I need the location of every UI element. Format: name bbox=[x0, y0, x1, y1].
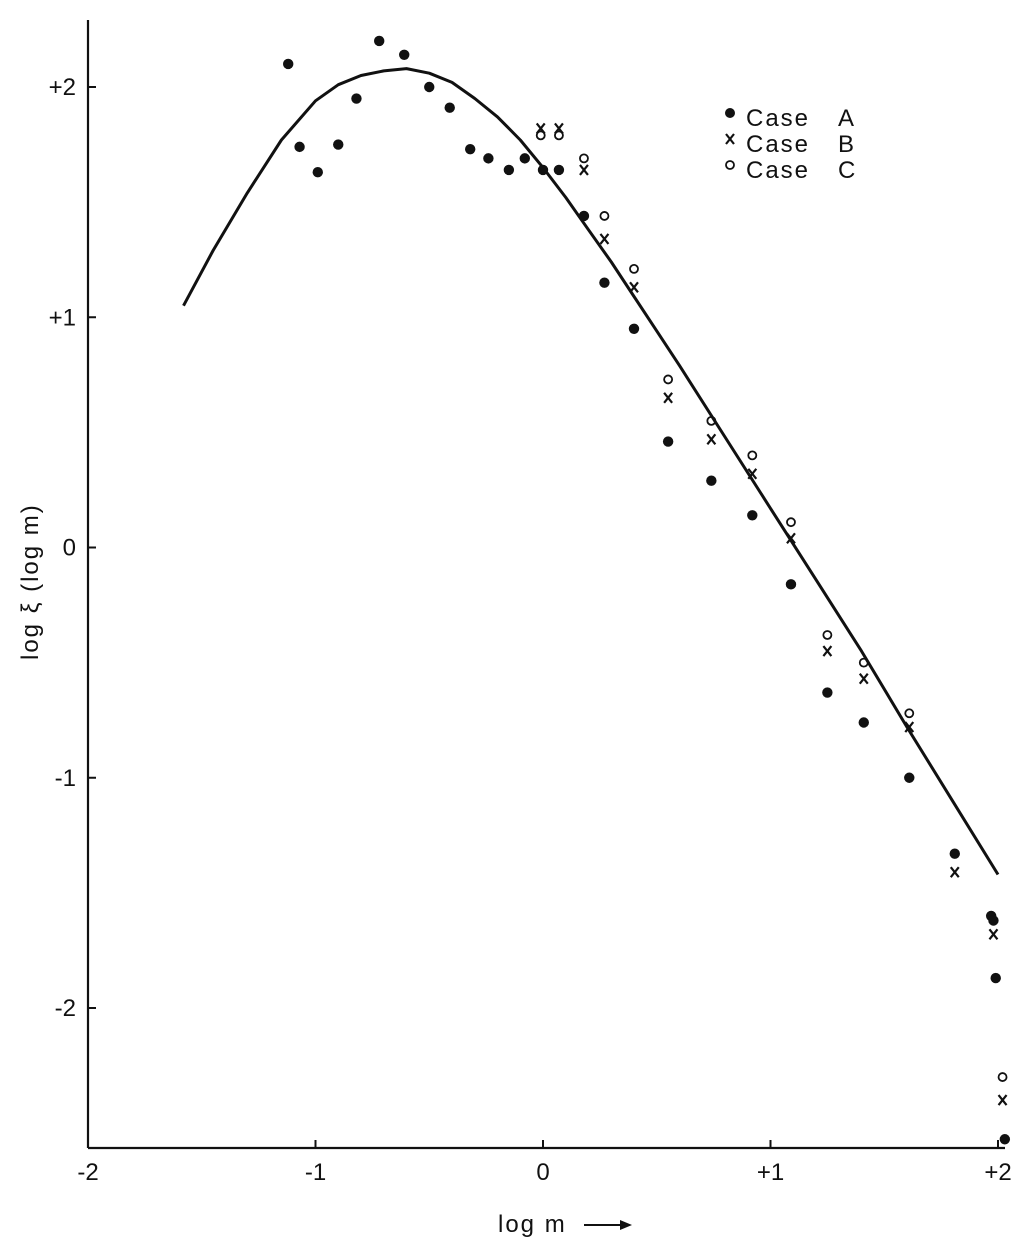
legend-letter-b: B bbox=[838, 131, 856, 158]
y-tick-label: +2 bbox=[49, 74, 76, 101]
data-point-dot bbox=[999, 1134, 1011, 1145]
data-point-circle bbox=[997, 1072, 1008, 1082]
series-case-b bbox=[535, 122, 1008, 1106]
series-case-c bbox=[535, 130, 1008, 1082]
data-point-dot bbox=[706, 475, 717, 486]
data-point-dot bbox=[578, 210, 590, 222]
data-point-dot bbox=[949, 848, 960, 859]
legend-entry-a: Case A bbox=[725, 105, 856, 132]
legend-case-c: Case bbox=[746, 157, 810, 184]
data-point-circle bbox=[858, 657, 869, 668]
legend-entry-c: Case C bbox=[725, 157, 857, 184]
data-point-dot bbox=[444, 102, 455, 113]
data-point-cross bbox=[599, 233, 610, 245]
data-point-circle bbox=[535, 130, 546, 141]
x-tick-label: +1 bbox=[757, 1159, 784, 1186]
data-point-dot bbox=[537, 164, 549, 176]
data-point-dot bbox=[483, 153, 494, 164]
series-case-a bbox=[283, 35, 1011, 1145]
legend-case-b: Case bbox=[746, 131, 810, 158]
data-point-cross bbox=[949, 866, 960, 878]
data-point-cross bbox=[858, 673, 869, 685]
legend-marker-dot bbox=[725, 108, 735, 118]
fitted-curve bbox=[182, 67, 1000, 876]
axes bbox=[86, 20, 1005, 1150]
data-point-circle bbox=[663, 374, 674, 385]
legend: Case A Case B Case C bbox=[725, 105, 857, 184]
x-axis-label: log m bbox=[498, 1211, 567, 1238]
data-point-dot bbox=[283, 58, 294, 70]
data-point-cross bbox=[663, 392, 673, 404]
data-point-dot bbox=[351, 93, 362, 104]
data-point-dot bbox=[519, 153, 530, 164]
data-point-circle bbox=[599, 211, 610, 221]
data-point-circle bbox=[706, 415, 717, 426]
x-tick-label: +2 bbox=[984, 1159, 1011, 1186]
data-point-dot bbox=[294, 141, 305, 153]
data-point-dot bbox=[990, 972, 1001, 984]
data-point-dot bbox=[988, 915, 999, 926]
y-axis-label: log ξ (log m) bbox=[17, 503, 44, 660]
legend-marker-cross bbox=[725, 133, 735, 145]
y-tick-label: +1 bbox=[49, 304, 76, 331]
legend-letter-c: C bbox=[838, 157, 857, 184]
data-point-dot bbox=[904, 772, 915, 783]
data-point-cross bbox=[629, 281, 639, 294]
y-tick-label: -2 bbox=[55, 995, 76, 1022]
data-point-cross bbox=[706, 433, 717, 445]
curve-layer bbox=[182, 67, 1000, 876]
data-point-circle bbox=[822, 630, 833, 640]
y-tick-label: -1 bbox=[55, 765, 76, 792]
x-tick-label: -2 bbox=[77, 1159, 98, 1186]
data-point-dot bbox=[553, 164, 565, 176]
data-point-circle bbox=[747, 450, 758, 461]
data-point-circle bbox=[786, 517, 796, 528]
data-point-dot bbox=[424, 81, 435, 93]
legend-letter-a: A bbox=[838, 105, 856, 132]
data-point-dot bbox=[374, 35, 385, 47]
legend-entry-b: Case B bbox=[725, 131, 856, 158]
data-point-cross bbox=[747, 468, 758, 480]
data-point-circle bbox=[904, 708, 915, 719]
ticks-layer: -2 -1 0 +1 +2 +2 +1 0 -1 -2 bbox=[49, 74, 1012, 1186]
data-point-dot bbox=[662, 436, 674, 447]
data-point-dot bbox=[822, 687, 833, 698]
data-point-dot bbox=[503, 164, 515, 176]
legend-marker-circle bbox=[725, 160, 735, 170]
data-point-dot bbox=[858, 717, 869, 728]
data-point-cross bbox=[904, 721, 915, 733]
points-layer bbox=[283, 35, 1011, 1145]
data-point-dot bbox=[628, 323, 640, 334]
data-point-cross bbox=[997, 1094, 1008, 1106]
data-point-circle bbox=[579, 153, 589, 164]
x-axis-arrow bbox=[584, 1220, 632, 1230]
data-point-dot bbox=[747, 510, 758, 521]
legend-case-a: Case bbox=[746, 105, 810, 132]
data-point-dot bbox=[312, 166, 323, 178]
x-tick-label: -1 bbox=[305, 1159, 326, 1186]
data-point-circle bbox=[554, 130, 564, 141]
data-point-cross bbox=[988, 928, 999, 941]
data-point-cross bbox=[579, 164, 589, 176]
data-point-dot bbox=[333, 139, 344, 150]
data-point-circle bbox=[629, 263, 639, 274]
data-point-dot bbox=[785, 579, 797, 590]
data-point-dot bbox=[399, 49, 410, 60]
data-point-cross bbox=[822, 645, 833, 657]
data-point-dot bbox=[465, 143, 476, 155]
data-point-dot bbox=[599, 277, 610, 288]
data-point-cross bbox=[786, 532, 796, 544]
y-tick-label: 0 bbox=[63, 535, 76, 562]
x-tick-label: 0 bbox=[536, 1159, 549, 1186]
